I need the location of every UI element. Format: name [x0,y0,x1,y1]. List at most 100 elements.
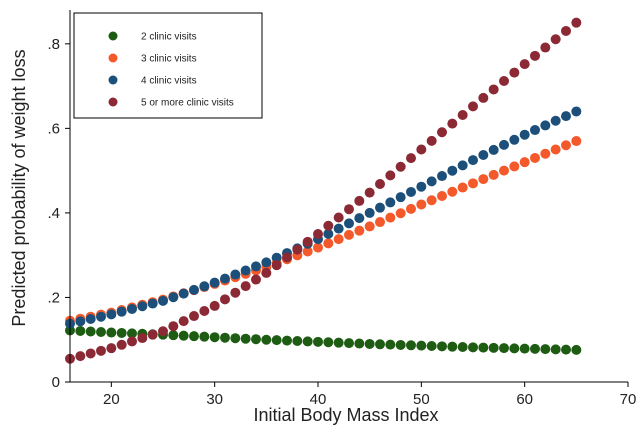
legend-box [73,12,263,119]
data-point [364,221,375,232]
data-point [499,165,509,176]
data-point [230,333,241,344]
data-point [354,213,365,224]
data-point [375,178,385,189]
data-point [540,120,551,131]
data-point [447,118,458,129]
data-point [261,334,272,345]
data-point [499,76,509,87]
data-point [375,202,385,213]
data-point [550,144,561,155]
data-point [509,161,520,172]
data-point [333,212,344,223]
data-point [437,127,447,138]
data-point [189,311,199,322]
x-tick-label: 20 [103,391,120,408]
data-point [354,225,365,236]
data-point [158,295,168,306]
data-point [271,260,282,271]
legend-label: 2 clinic visits [141,32,197,43]
data-point [333,337,344,348]
data-point [447,165,458,176]
series-4 [65,17,582,364]
data-point [457,110,468,121]
legend-marker [108,31,118,41]
data-point [406,203,416,214]
data-point [354,338,365,349]
data-point [488,342,499,353]
data-point [540,148,551,159]
data-point [168,330,179,341]
data-point [302,236,313,247]
data-point [530,50,540,61]
legend-label: 4 clinic visits [141,76,197,87]
data-point [313,229,323,240]
data-point [509,343,520,354]
data-point [550,344,561,355]
data-point [220,273,230,284]
data-point [199,331,210,342]
data-point [147,329,158,340]
data-point [106,309,117,320]
legend-marker [108,53,118,63]
x-tick-label: 60 [516,391,533,408]
data-point [271,252,282,263]
data-point [571,344,582,355]
data-point [375,217,385,228]
data-point [127,303,137,314]
data-point [488,169,499,180]
data-point [540,42,551,53]
data-point [437,191,447,201]
data-point [509,67,520,78]
data-point [375,339,385,350]
data-point [437,171,447,182]
data-point [333,234,344,245]
data-point [354,195,365,206]
data-point [457,160,468,171]
data-point [468,342,478,353]
data-point [209,277,220,288]
data-point [178,316,189,327]
x-tick-label: 40 [310,391,327,408]
plot-area [65,17,582,364]
data-point [251,274,261,285]
data-point [416,181,427,192]
y-tick-label: .8 [47,36,60,53]
data-point [395,339,406,350]
data-point [426,135,437,146]
data-point [561,25,571,36]
data-point [127,336,137,347]
data-point [199,305,210,316]
data-point [519,129,530,140]
data-point [323,220,334,231]
data-point [416,199,427,210]
data-point [168,321,179,332]
data-point [519,343,530,354]
data-point [106,343,117,354]
data-point [313,242,323,253]
data-point [240,281,251,292]
data-point [75,351,86,362]
data-point [209,300,220,311]
data-point [137,333,148,344]
data-point [530,343,540,354]
data-point [385,212,396,223]
data-point [426,195,437,206]
y-tick-label: 0 [52,374,60,391]
data-point [302,246,313,257]
data-point [406,340,416,351]
data-point [364,207,375,218]
data-point [168,292,179,303]
data-point [323,228,334,239]
series-3 [65,106,582,329]
data-point [406,186,416,197]
y-axis-title: Predicted probability of weight loss [9,49,29,326]
data-point [561,111,571,122]
data-point [478,342,489,353]
data-point [488,84,499,95]
data-point [416,340,427,351]
data-point [116,306,127,317]
data-point [158,326,168,337]
data-point [478,174,489,185]
